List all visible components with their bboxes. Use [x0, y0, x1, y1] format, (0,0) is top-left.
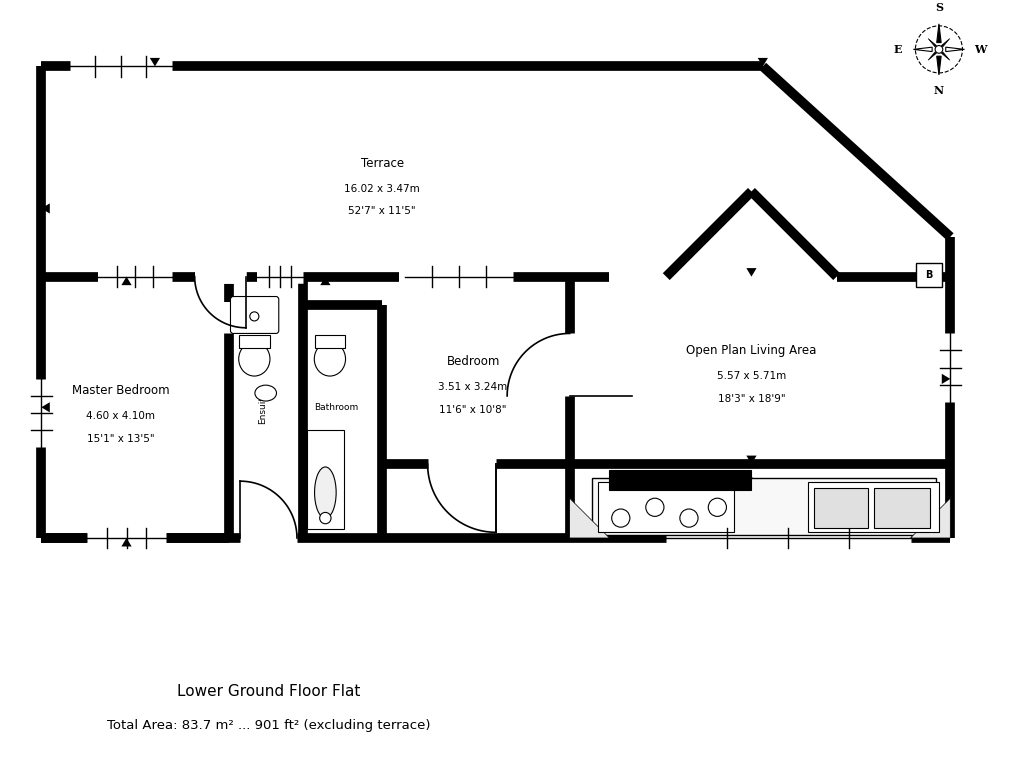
Circle shape: [707, 498, 726, 516]
Bar: [807, 482, 938, 532]
Polygon shape: [569, 498, 608, 538]
Text: Kitchen: Kitchen: [729, 478, 772, 491]
Polygon shape: [941, 374, 950, 384]
FancyBboxPatch shape: [230, 296, 278, 333]
Polygon shape: [320, 276, 330, 285]
Polygon shape: [41, 204, 50, 214]
Polygon shape: [935, 56, 941, 75]
Text: Bathroom: Bathroom: [314, 402, 359, 412]
Circle shape: [934, 45, 942, 53]
Text: 18'3" x 18'9": 18'3" x 18'9": [717, 394, 785, 404]
Polygon shape: [912, 47, 931, 51]
Polygon shape: [41, 402, 50, 412]
Text: E: E: [893, 44, 901, 55]
Polygon shape: [941, 52, 949, 60]
Polygon shape: [121, 538, 131, 547]
Text: Terrace: Terrace: [361, 157, 404, 170]
Text: S: S: [934, 2, 942, 13]
Text: 16.02 x 3.47m: 16.02 x 3.47m: [344, 184, 420, 194]
Text: 18'3" x 6'0": 18'3" x 6'0": [720, 518, 782, 528]
Bar: [872, 488, 929, 528]
Text: 3.51 x 3.24m: 3.51 x 3.24m: [438, 382, 507, 392]
Polygon shape: [945, 47, 964, 51]
Text: 5.57 x 1.83m: 5.57 x 1.83m: [716, 499, 786, 509]
Circle shape: [611, 509, 630, 527]
Polygon shape: [927, 38, 935, 47]
Text: 5.57 x 5.71m: 5.57 x 5.71m: [716, 371, 786, 381]
Bar: [314, 335, 344, 348]
Polygon shape: [746, 455, 756, 464]
Polygon shape: [150, 58, 160, 66]
Text: 15'1" x 13'5": 15'1" x 13'5": [87, 434, 155, 444]
Text: Open Plan Living Area: Open Plan Living Area: [686, 344, 816, 357]
Circle shape: [645, 498, 663, 516]
Text: Lower Ground Floor Flat: Lower Ground Floor Flat: [176, 684, 360, 699]
Text: N: N: [933, 85, 943, 96]
Ellipse shape: [314, 467, 336, 518]
Circle shape: [319, 512, 331, 524]
Ellipse shape: [238, 342, 270, 376]
Text: B: B: [924, 270, 931, 280]
Text: 4.60 x 4.10m: 4.60 x 4.10m: [87, 411, 155, 421]
Polygon shape: [757, 58, 767, 66]
Polygon shape: [746, 268, 756, 276]
Text: Total Area: 83.7 m² ... 901 ft² (excluding terrace): Total Area: 83.7 m² ... 901 ft² (excludi…: [107, 719, 430, 732]
Bar: [592, 478, 935, 535]
Ellipse shape: [255, 385, 276, 401]
Ellipse shape: [314, 342, 345, 376]
Polygon shape: [121, 276, 131, 285]
Bar: [238, 335, 269, 348]
Bar: [813, 488, 867, 528]
Bar: [597, 482, 734, 532]
Polygon shape: [935, 24, 941, 42]
Circle shape: [680, 509, 697, 527]
Bar: [608, 470, 751, 490]
Bar: [915, 263, 941, 287]
Text: W: W: [973, 44, 985, 55]
Polygon shape: [941, 38, 949, 47]
Circle shape: [250, 312, 259, 321]
Bar: [307, 430, 343, 529]
Text: Ensuite: Ensuite: [258, 390, 267, 424]
Polygon shape: [927, 52, 935, 60]
Text: 11'6" x 10'8": 11'6" x 10'8": [439, 406, 506, 415]
Polygon shape: [910, 498, 950, 538]
Text: 52'7" x 11'5": 52'7" x 11'5": [348, 207, 416, 217]
Text: Master Bedroom: Master Bedroom: [72, 384, 169, 397]
Text: Bedroom: Bedroom: [446, 356, 499, 369]
